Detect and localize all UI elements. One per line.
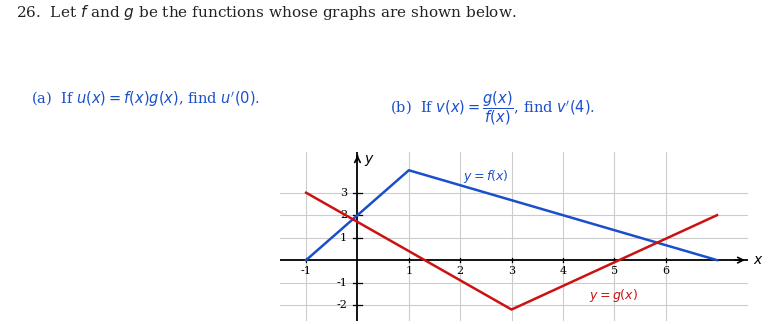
Text: 6: 6 — [662, 266, 669, 276]
Text: (a)  If $u(x) = f(x)g(x)$, find $u'(0)$.: (a) If $u(x) = f(x)g(x)$, find $u'(0)$. — [31, 89, 260, 109]
Text: 1: 1 — [340, 233, 347, 243]
Text: 26.  Let $f$ and $g$ be the functions whose graphs are shown below.: 26. Let $f$ and $g$ be the functions who… — [16, 3, 516, 22]
Text: $y = g(x)$: $y = g(x)$ — [589, 287, 638, 305]
Text: $y = f(x)$: $y = f(x)$ — [463, 168, 509, 185]
Text: 2: 2 — [340, 210, 347, 220]
Text: -1: -1 — [301, 266, 312, 276]
Text: -1: -1 — [337, 278, 347, 288]
Text: $x$: $x$ — [753, 253, 763, 267]
Text: 3: 3 — [508, 266, 515, 276]
Text: 3: 3 — [340, 188, 347, 198]
Text: $y$: $y$ — [364, 153, 375, 168]
Text: 4: 4 — [559, 266, 566, 276]
Text: (b)  If $v(x) = \dfrac{g(x)}{f(x)}$, find $v'(4)$.: (b) If $v(x) = \dfrac{g(x)}{f(x)}$, find… — [390, 89, 594, 127]
Text: 5: 5 — [611, 266, 618, 276]
Text: 1: 1 — [405, 266, 412, 276]
Text: 2: 2 — [456, 266, 464, 276]
Text: -2: -2 — [337, 300, 347, 310]
